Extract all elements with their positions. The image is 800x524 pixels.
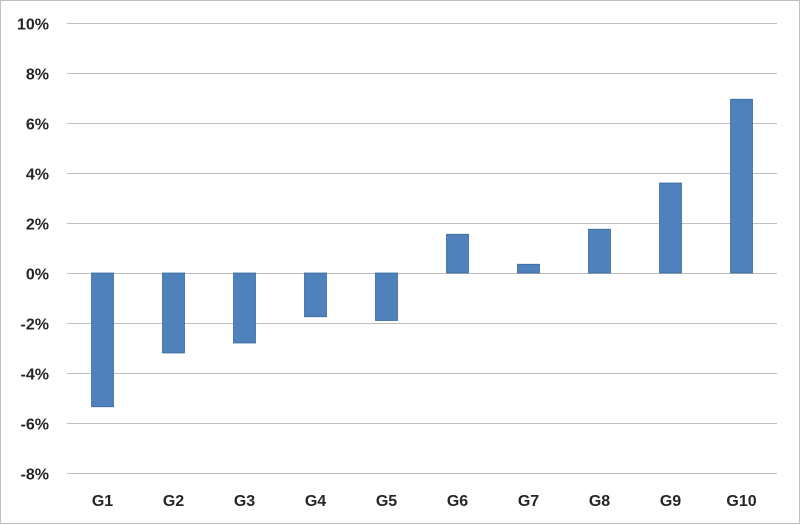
y-tick-label: 4% [26, 167, 49, 184]
x-tick-label: G2 [163, 493, 184, 510]
y-tick-label: -6% [21, 417, 49, 434]
bar-g6 [446, 233, 469, 274]
gridlines [67, 23, 777, 474]
x-tick-label: G7 [518, 493, 539, 510]
bar-g1 [91, 272, 114, 408]
y-tick-label: 8% [26, 67, 49, 84]
y-tick-label: 2% [26, 217, 49, 234]
bar-g7 [517, 263, 540, 274]
bar-g2 [162, 272, 185, 354]
x-tick-label: G6 [447, 493, 468, 510]
x-tick-label: G10 [726, 493, 756, 510]
x-tick-label: G4 [305, 493, 326, 510]
bar-g5 [375, 272, 398, 321]
x-tick-label: G1 [92, 493, 113, 510]
bar-g3 [233, 272, 256, 344]
y-tick-label: -2% [21, 317, 49, 334]
x-tick-label: G9 [660, 493, 681, 510]
bars [91, 98, 753, 408]
y-axis-tick-labels: 10% 8% 6% 4% 2% 0% -2% -4% -6% -8% [17, 17, 49, 484]
y-tick-label: -8% [21, 467, 49, 484]
y-tick-label: -4% [21, 367, 49, 384]
bar-g8 [588, 228, 611, 274]
bar-g4 [304, 272, 327, 318]
x-axis-category-labels: G1 G2 G3 G4 G5 G6 G7 G8 G9 G10 [92, 493, 757, 510]
x-tick-label: G5 [376, 493, 397, 510]
bar-g9 [659, 182, 682, 274]
bar-g10 [730, 98, 753, 274]
y-tick-label: 6% [26, 117, 49, 134]
y-tick-label: 0% [26, 267, 49, 284]
x-tick-label: G3 [234, 493, 255, 510]
x-tick-label: G8 [589, 493, 610, 510]
y-tick-label: 10% [17, 17, 49, 34]
